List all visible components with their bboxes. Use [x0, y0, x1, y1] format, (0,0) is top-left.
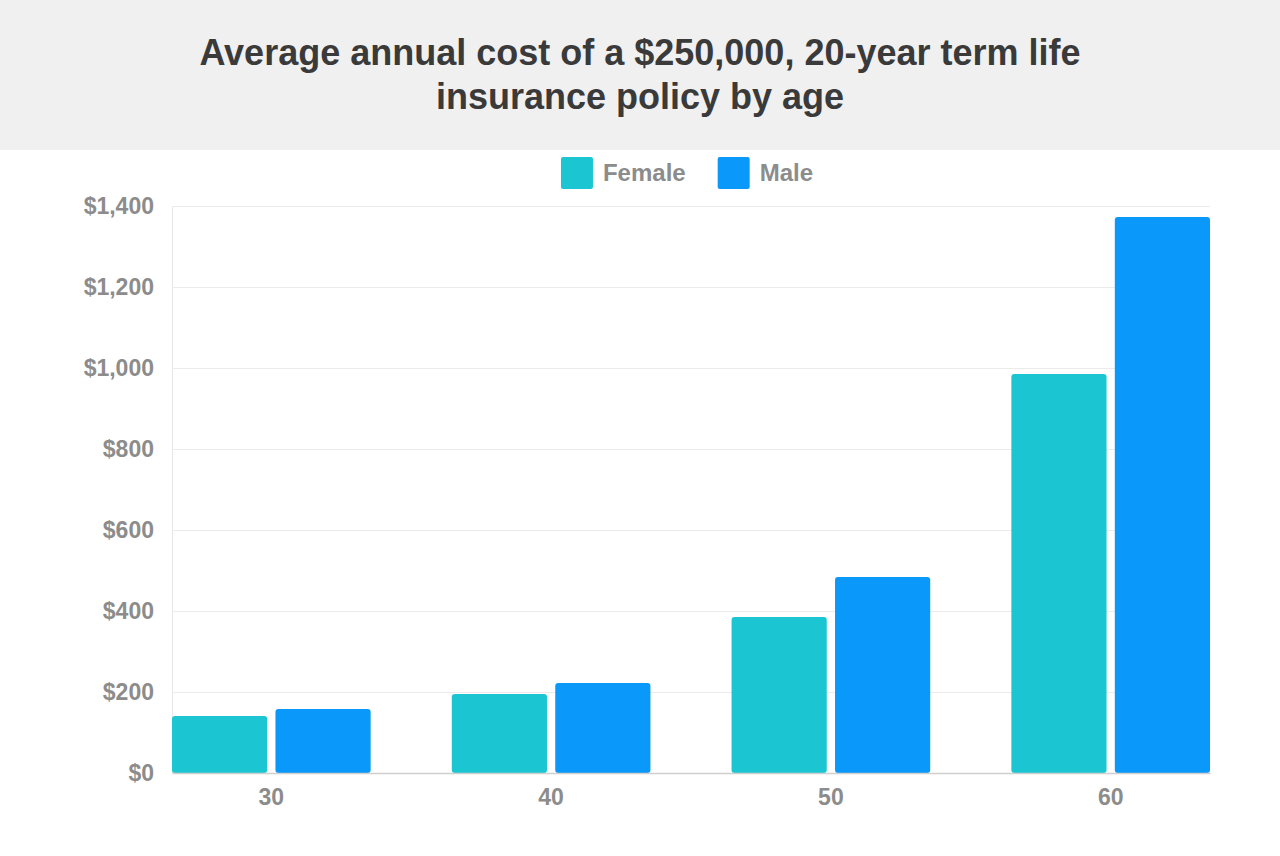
bar — [835, 577, 930, 773]
y-tick-label: $800 — [103, 436, 154, 462]
x-tick: 40 — [538, 773, 564, 810]
legend: Female Male — [561, 157, 813, 189]
legend-label: Male — [760, 159, 813, 186]
bar — [555, 683, 650, 773]
y-tick-label: $1,400 — [84, 193, 154, 219]
legend-label: Female — [603, 159, 686, 186]
legend-item: Male — [718, 157, 813, 189]
y-axis: $0 $200 $400 $600 $800 $1,000 $1,200 $1,400 — [84, 193, 1210, 786]
bar — [1011, 374, 1106, 773]
legend-swatch — [561, 157, 593, 189]
x-tick-label: 50 — [818, 784, 844, 810]
y-tick-label: $400 — [103, 598, 154, 624]
x-axis-line — [173, 773, 1211, 775]
y-tick: $1,400 — [84, 193, 1210, 219]
title: Average annual cost of a $250,000, 20-ye… — [199, 32, 1080, 117]
y-tick-label: $600 — [103, 517, 154, 543]
x-tick: 50 — [818, 773, 844, 810]
y-axis-line — [172, 207, 173, 774]
bar — [452, 694, 547, 773]
x-tick-label: 40 — [538, 784, 564, 810]
bar — [1115, 217, 1210, 773]
bars — [172, 217, 1210, 773]
x-tick: 30 — [259, 773, 285, 810]
y-tick-label: $1,000 — [84, 355, 154, 381]
bar — [172, 716, 267, 773]
y-tick-label: $1,200 — [84, 274, 154, 300]
x-tick-label: 60 — [1098, 784, 1124, 810]
title-line: Average annual cost of a $250,000, 20-ye… — [199, 32, 1080, 73]
legend-swatch — [718, 157, 750, 189]
title-line: insurance policy by age — [436, 76, 844, 117]
x-tick: 60 — [1098, 773, 1124, 810]
bar — [275, 709, 370, 773]
bar — [732, 617, 827, 773]
grid-line — [172, 206, 1210, 207]
legend-item: Female — [561, 157, 686, 189]
y-tick-label: $0 — [128, 760, 154, 786]
x-tick-label: 30 — [259, 784, 285, 810]
y-tick: $1,200 — [84, 274, 1210, 300]
y-tick-label: $200 — [103, 679, 154, 705]
chart: Average annual cost of a $250,000, 20-ye… — [0, 0, 1280, 856]
grid-line — [172, 368, 1210, 369]
title-band — [0, 0, 1280, 150]
grid-line — [172, 287, 1210, 288]
x-axis: 30 40 50 60 — [173, 773, 1211, 810]
grid-line — [172, 773, 1210, 774]
